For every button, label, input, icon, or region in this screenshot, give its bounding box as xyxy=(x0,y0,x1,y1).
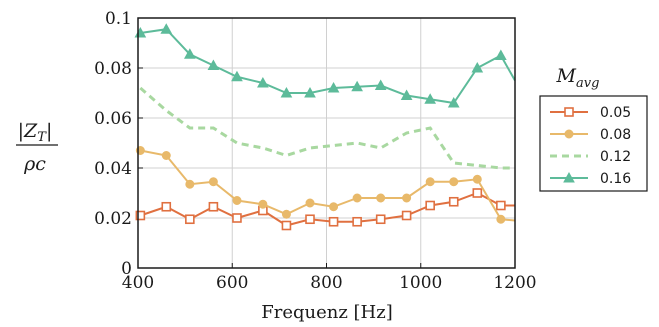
data-point xyxy=(232,196,242,205)
series-line xyxy=(139,86,515,170)
series-0.05 xyxy=(135,188,515,231)
data-point xyxy=(496,200,506,211)
data-point xyxy=(472,174,482,184)
y-axis-title-denominator: ρc xyxy=(23,153,46,175)
data-point xyxy=(496,214,506,224)
y-axis-title: |ZT| ρc xyxy=(16,120,58,175)
data-point xyxy=(327,81,340,93)
data-point xyxy=(351,80,363,92)
series-0.12 xyxy=(139,86,515,170)
legend-label: 0.08 xyxy=(600,127,631,143)
data-point xyxy=(161,151,171,160)
x-tick-label: 400 xyxy=(122,273,154,293)
data-point xyxy=(135,210,146,221)
data-point xyxy=(401,210,412,221)
data-point xyxy=(185,214,195,225)
y-tick-label: 0.04 xyxy=(94,159,132,179)
data-point xyxy=(281,220,292,231)
data-point xyxy=(305,198,315,208)
legend-label: 0.16 xyxy=(600,171,631,187)
svg-text:Mavg: Mavg xyxy=(556,65,600,91)
series-line xyxy=(140,191,515,227)
y-tick-label: 0.02 xyxy=(94,209,132,229)
x-tick-label: 800 xyxy=(310,273,342,293)
data-point xyxy=(352,216,362,227)
data-point xyxy=(495,49,507,60)
data-point xyxy=(471,61,484,73)
y-axis-title-close: | xyxy=(46,120,52,142)
series-0.16 xyxy=(134,23,516,108)
data-point xyxy=(232,213,242,223)
x-tick-label: 1000 xyxy=(399,273,442,293)
data-point xyxy=(329,202,339,212)
x-tick-label: 600 xyxy=(216,273,248,293)
data-point xyxy=(183,48,196,59)
data-point xyxy=(258,199,268,209)
data-point xyxy=(185,179,195,189)
data-point xyxy=(352,193,362,203)
data-point xyxy=(208,177,218,187)
x-tick-label: 1200 xyxy=(493,273,536,293)
legend-item: 0.08 xyxy=(550,127,631,143)
data-point xyxy=(402,193,412,203)
data-point xyxy=(425,177,435,187)
data-point xyxy=(305,214,315,225)
y-tick-label: 0 xyxy=(121,259,132,279)
data-point xyxy=(424,93,437,104)
legend-item: 0.05 xyxy=(550,105,631,121)
data-point xyxy=(400,89,413,100)
y-axis-title-numerator: |Z xyxy=(18,120,38,142)
x-axis-title: Frequenz [Hz] xyxy=(261,302,393,323)
data-point xyxy=(375,214,386,225)
svg-text:|ZT|: |ZT| xyxy=(18,120,53,145)
legend-item: 0.16 xyxy=(550,171,631,187)
x-tick-labels: 400 600 800 1000 1200 xyxy=(122,273,537,293)
data-point xyxy=(328,216,339,227)
data-point xyxy=(281,209,291,219)
legend-marker xyxy=(564,129,574,139)
legend-marker xyxy=(563,171,575,183)
y-tick-label: 0.08 xyxy=(94,59,132,79)
data-point xyxy=(208,201,219,212)
data-point xyxy=(472,188,483,198)
plot-frame xyxy=(137,17,516,269)
series-line xyxy=(140,28,516,105)
data-point xyxy=(207,59,220,70)
data-point xyxy=(447,96,460,108)
legend-label: 0.12 xyxy=(600,149,631,165)
data-point xyxy=(304,86,316,98)
data-point xyxy=(425,200,435,211)
legend-marker xyxy=(564,107,574,117)
data-point xyxy=(280,86,293,98)
legend-item: 0.12 xyxy=(550,149,631,165)
legend-label: 0.05 xyxy=(600,105,631,121)
data-point xyxy=(231,70,243,82)
data-point xyxy=(161,201,172,212)
y-tick-label: 0.06 xyxy=(94,109,132,129)
legend-items: 0.05 0.08 0.12 0.16 xyxy=(550,105,631,187)
data-point xyxy=(160,23,173,34)
y-tick-labels: 0 0.02 0.04 0.06 0.08 0.1 xyxy=(94,9,132,279)
y-axis-title-subscript: T xyxy=(37,130,47,145)
series-layer xyxy=(134,23,516,231)
data-point xyxy=(374,79,387,90)
legend-title: Mavg xyxy=(556,65,600,91)
series-0.08 xyxy=(135,146,516,224)
legend-title-main: M xyxy=(556,65,577,87)
data-point xyxy=(448,196,459,207)
data-point xyxy=(376,193,386,203)
data-point xyxy=(257,76,269,88)
legend-title-subscript: avg xyxy=(576,76,599,91)
y-tick-label: 0.1 xyxy=(105,9,132,29)
series-line xyxy=(140,149,516,222)
data-point xyxy=(449,177,459,187)
